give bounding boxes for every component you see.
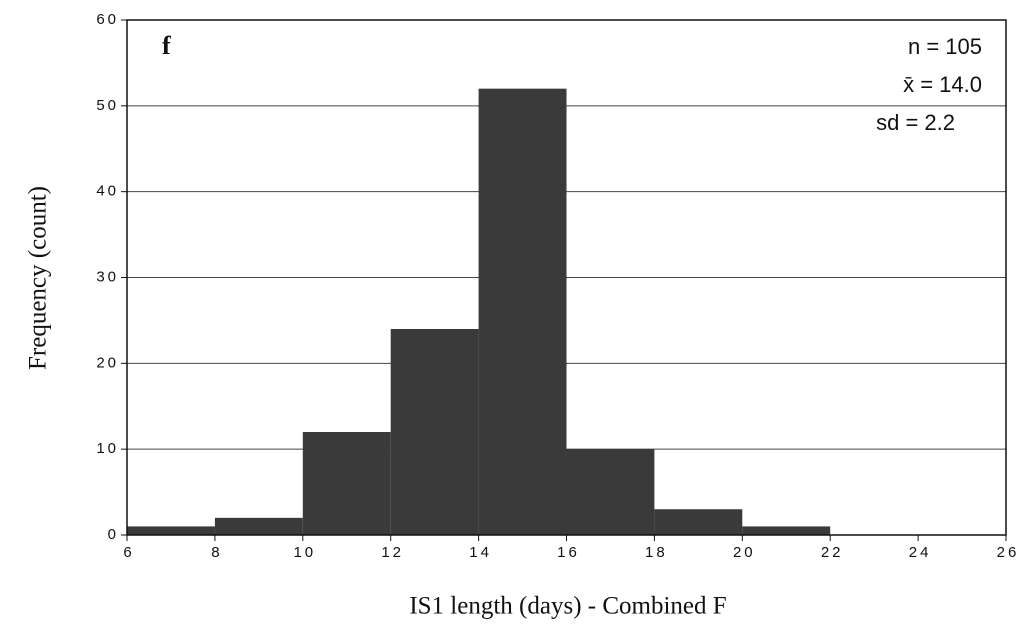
y-tick-label: 10 xyxy=(96,440,119,457)
bar xyxy=(478,88,567,536)
x-tick-label: 14 xyxy=(469,544,492,561)
x-axis-label: IS1 length (days) - Combined F xyxy=(409,593,726,620)
x-tick-label: 18 xyxy=(645,544,668,561)
x-tick-label: 20 xyxy=(733,544,756,561)
bar xyxy=(302,432,391,535)
x-tick-label: 26 xyxy=(997,544,1020,561)
bar xyxy=(214,517,303,535)
annotation: n = 105 xyxy=(908,34,982,59)
plot-frame xyxy=(126,19,1007,536)
y-tick-label: 30 xyxy=(96,268,119,285)
bar xyxy=(566,449,655,535)
annotation: sd = 2.2 xyxy=(876,110,955,135)
x-tick-label: 6 xyxy=(123,544,134,561)
x-tick-label: 12 xyxy=(381,544,404,561)
x-tick-label: 16 xyxy=(557,544,580,561)
y-axis-label: Frequency (count) xyxy=(25,186,52,370)
y-tick-label: 50 xyxy=(96,97,119,114)
y-tick-label: 0 xyxy=(108,526,119,543)
y-tick-label: 40 xyxy=(96,183,119,200)
bar xyxy=(742,526,831,535)
annotation: x̄ = 14.0 xyxy=(903,72,982,97)
x-tick-label: 22 xyxy=(821,544,844,561)
bar xyxy=(127,526,215,535)
x-tick-label: 24 xyxy=(909,544,932,561)
y-tick-label: 20 xyxy=(96,354,119,371)
x-tick-label: 8 xyxy=(211,544,222,561)
x-tick-label: 10 xyxy=(293,544,316,561)
bar xyxy=(390,329,479,535)
panel-label: f xyxy=(162,31,171,60)
y-tick-label: 60 xyxy=(96,11,119,28)
bar xyxy=(654,509,743,535)
